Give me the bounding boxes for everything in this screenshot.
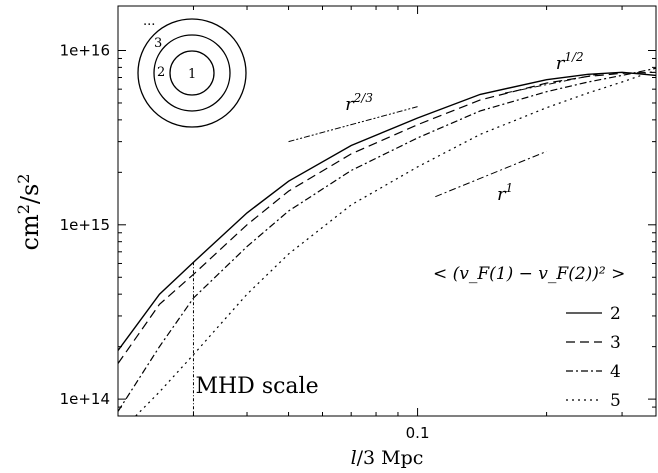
legend: < (v_F(1) − v_F(2))² > 2 3 4 5 [433,264,625,411]
reference-slope-label: r2/3 [345,91,373,115]
y-tick-label: 1e+16 [60,41,110,59]
ring-label-dots: ... [143,14,155,29]
legend-label-4: 4 [610,362,621,382]
y-axis-label: cm2/s2 [14,174,44,251]
mhd-scale-label: MHD scale [195,374,318,399]
series-line-3 [117,71,657,364]
legend-entries: 2 3 4 5 [566,304,621,411]
x-axis-label: l/3 Mpc [351,447,424,469]
series-line-5 [135,69,657,417]
y-tick-label: 1e+14 [60,390,110,408]
reference-slope-line [435,150,547,198]
plot-frame [117,5,657,417]
ring-label-1: 1 [188,67,196,82]
legend-label-5: 5 [610,391,621,411]
ring-label-2: 2 [157,65,165,80]
legend-label-2: 2 [610,304,621,324]
legend-title: < (v_F(1) − v_F(2))² > [433,264,625,284]
reference-slope-label: r1/2 [556,50,584,74]
y-tick-label: 1e+15 [60,216,110,234]
ring-label-3: 3 [154,36,162,51]
reference-slope-label: r1 [497,181,513,205]
axis-ticks [117,6,656,417]
reference-slope-line [288,106,418,143]
tick-labels: 1e+14 1e+15 1e+16 0.1 [60,41,430,442]
reference-slope-line [504,72,603,94]
inset-rings: 1 2 3 ... [137,14,247,128]
series-lines [117,67,657,417]
ring-middle [153,34,231,112]
ring-inner [169,50,215,96]
legend-label-3: 3 [610,333,621,353]
ring-outer [137,18,247,128]
series-line-2 [117,71,657,351]
series-line-4 [117,67,657,412]
reference-slopes: r1/2 r2/3 r1 [288,50,603,205]
x-tick-label: 0.1 [406,424,430,442]
